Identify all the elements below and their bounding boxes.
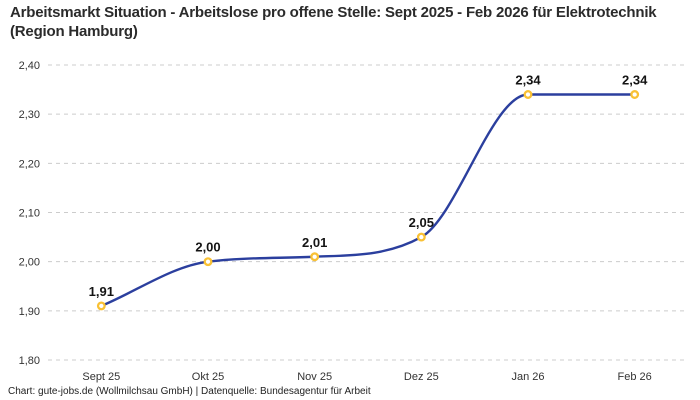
- y-tick-label: 1,90: [19, 306, 40, 318]
- data-point-marker: [630, 90, 640, 99]
- x-axis-label: Okt 25: [192, 371, 224, 383]
- data-point-marker: [310, 252, 320, 262]
- chart-source-footer: Chart: gute-jobs.de (Wollmilchsau GmbH) …: [8, 386, 371, 397]
- data-point-marker: [416, 232, 426, 242]
- chart-title: Arbeitsmarkt Situation - Arbeitslose pro…: [10, 4, 657, 40]
- x-axis-label: Feb 26: [618, 371, 652, 383]
- y-tick-label: 2,40: [19, 60, 40, 72]
- data-point-label: 2,05: [409, 215, 434, 230]
- y-tick-label: 2,00: [19, 257, 40, 269]
- x-axis-label: Dez 25: [404, 371, 439, 383]
- data-point-label: 2,01: [302, 235, 327, 250]
- y-tick-label: 2,30: [19, 109, 40, 121]
- x-axis-label: Jan 26: [511, 371, 544, 383]
- data-point-label: 1,91: [89, 284, 114, 299]
- series-line: [100, 93, 636, 308]
- x-axis-label: Nov 25: [297, 371, 332, 383]
- data-point-marker: [523, 90, 533, 99]
- y-tick-label: 2,20: [19, 158, 40, 170]
- y-tick-label: 2,10: [19, 208, 40, 220]
- data-point-label: 2,34: [515, 73, 541, 88]
- data-point-label: 2,00: [195, 240, 220, 255]
- data-point-marker: [96, 301, 106, 311]
- data-point-label: 2,34: [622, 73, 648, 88]
- x-axis-label: Sept 25: [82, 371, 120, 383]
- data-point-marker: [203, 257, 213, 267]
- y-tick-label: 1,80: [19, 355, 40, 367]
